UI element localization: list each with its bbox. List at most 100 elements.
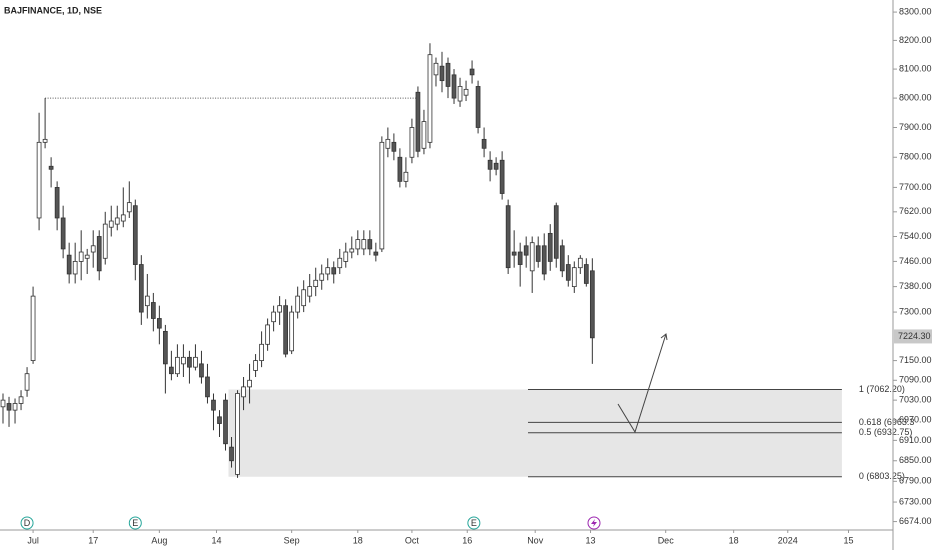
candle-body xyxy=(24,373,30,391)
event-label: D xyxy=(24,518,31,528)
candle-body xyxy=(469,68,475,76)
candle-body xyxy=(235,393,240,475)
candle-body xyxy=(144,295,150,307)
candle-body xyxy=(517,251,523,265)
y-tick-label: 6674.00 xyxy=(899,516,932,526)
arrow-head xyxy=(660,333,668,341)
y-tick-label: 6910.00 xyxy=(899,435,932,445)
candle-body xyxy=(409,127,415,158)
candle-body xyxy=(589,270,595,339)
candle-body xyxy=(421,121,427,149)
candle-body xyxy=(175,356,180,375)
event-circle xyxy=(20,516,34,530)
fib-level-label: 0 (6803.25) xyxy=(859,471,905,481)
candle-body xyxy=(96,236,102,272)
candle-body xyxy=(114,217,120,225)
candle-body xyxy=(90,245,96,253)
y-tick-label: 7150.00 xyxy=(899,355,932,365)
last-price-box xyxy=(894,329,932,344)
candle-body xyxy=(361,239,367,250)
candle-body xyxy=(319,273,325,281)
candle-body xyxy=(265,324,270,345)
x-tick-label: 2024 xyxy=(778,535,798,545)
x-tick-label: Dec xyxy=(658,535,675,545)
x-tick-label: Oct xyxy=(405,535,420,545)
candle-body xyxy=(523,245,529,256)
candle-body xyxy=(126,202,132,213)
candle-body xyxy=(337,257,343,269)
event-icon[interactable]: D xyxy=(20,516,34,530)
candle-body xyxy=(313,279,319,288)
event-label: E xyxy=(132,518,138,528)
candle-body xyxy=(181,356,186,365)
y-tick-label: 6730.00 xyxy=(899,496,932,506)
candle-body xyxy=(229,446,234,462)
candle-body xyxy=(505,205,511,269)
y-tick-label: 7460.00 xyxy=(899,256,932,266)
candle-body xyxy=(78,251,84,262)
candle-body xyxy=(283,305,288,355)
y-tick-label: 8300.00 xyxy=(899,6,932,16)
candle-body xyxy=(187,356,192,368)
y-tick-label: 7900.00 xyxy=(899,122,932,132)
x-tick-label: 15 xyxy=(843,535,853,545)
candle-body xyxy=(199,363,204,378)
event-icon[interactable]: E xyxy=(128,516,142,530)
candle-body xyxy=(373,251,379,256)
y-tick-label: 8000.00 xyxy=(899,92,932,102)
candle-body xyxy=(42,138,48,143)
candle-body xyxy=(36,141,42,219)
event-icon[interactable]: E xyxy=(467,516,481,530)
candle-body xyxy=(241,386,246,398)
chart-title: BAJFINANCE, 1D, NSE xyxy=(4,5,102,15)
plot-layer: 1 (7062.20) 0.618 (6963.30.5 (6932.75) 0 (… xyxy=(0,43,914,481)
y-tick-label: 8200.00 xyxy=(899,35,932,45)
candle-body xyxy=(493,162,499,170)
candle-body xyxy=(253,360,258,371)
candle-body xyxy=(439,65,445,82)
fib-level-label: 1 (7062.20) xyxy=(859,384,905,394)
candle-body xyxy=(583,264,589,284)
candle-body xyxy=(247,379,252,388)
candle-body xyxy=(553,205,559,259)
candle-body xyxy=(163,330,168,365)
y-tick-label: 7540.00 xyxy=(899,231,932,241)
x-tick-label: Aug xyxy=(151,535,167,545)
candle-body xyxy=(547,232,553,262)
candle-body xyxy=(157,318,162,329)
x-tick-label: 17 xyxy=(88,535,98,545)
candle-body xyxy=(18,396,24,404)
candle-body xyxy=(487,159,493,170)
fib-level-label: 0.5 (6932.75) xyxy=(859,427,913,437)
split-event-icon[interactable] xyxy=(587,516,601,530)
candle-body xyxy=(301,289,307,307)
y-tick-label: 7300.00 xyxy=(899,306,932,316)
candle-body xyxy=(481,138,487,149)
candle-body xyxy=(102,223,108,259)
candle-body xyxy=(54,187,60,219)
y-tick-label: 7090.00 xyxy=(899,375,932,385)
candle-body xyxy=(0,399,6,408)
candle-body xyxy=(427,54,433,143)
candle-body xyxy=(391,141,397,152)
y-tick-label: 6850.00 xyxy=(899,455,932,465)
event-label: E xyxy=(471,518,477,528)
candle-body xyxy=(403,171,409,182)
last-price-label: 7224.30 xyxy=(898,331,931,341)
x-tick-label: 18 xyxy=(729,535,739,545)
candle-body xyxy=(277,305,282,313)
candle-body xyxy=(577,257,583,269)
x-tick-label: 14 xyxy=(211,535,221,545)
candle-body xyxy=(72,261,78,275)
x-tick-label: Jul xyxy=(27,535,39,545)
candle-body xyxy=(271,311,276,323)
candle-body xyxy=(60,217,66,250)
candle-body xyxy=(150,302,156,319)
candle-body xyxy=(457,86,463,102)
candle-body xyxy=(108,220,114,228)
candle-body xyxy=(565,264,571,281)
candle-body xyxy=(211,399,216,411)
candle-body xyxy=(48,165,54,170)
candle-body xyxy=(343,251,349,262)
x-tick-label: 13 xyxy=(586,535,596,545)
